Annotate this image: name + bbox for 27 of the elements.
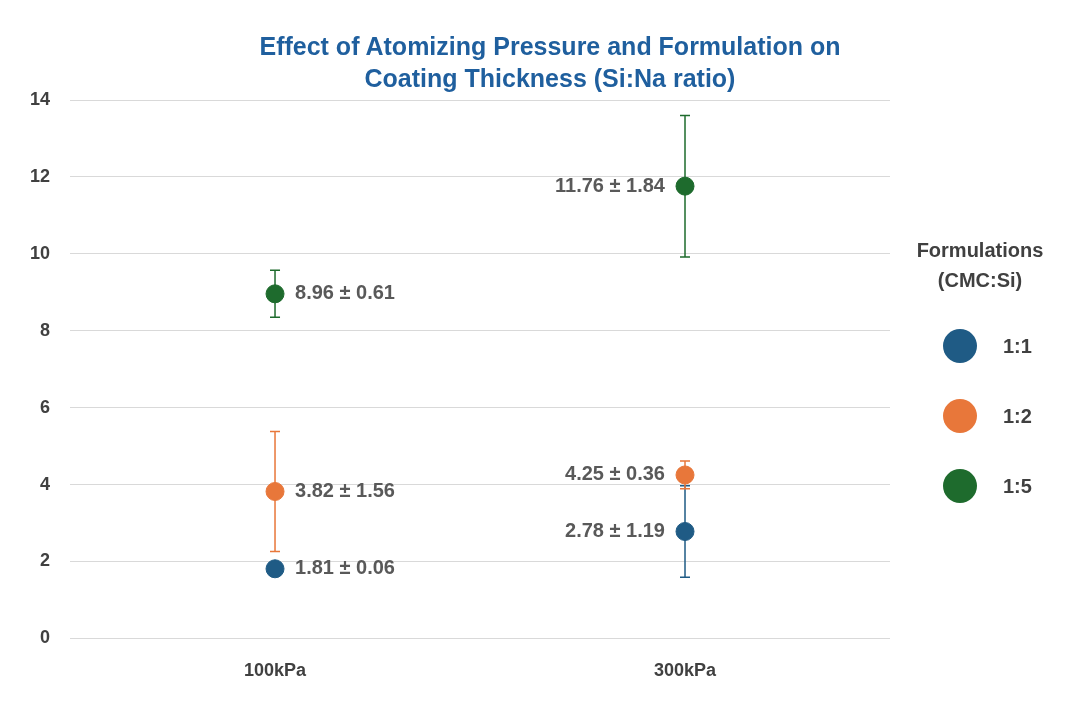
point: [265, 481, 285, 501]
chart-title: Effect of Atomizing Pressure and Formulation on Coating Thickness (Si:Na ratio): [258, 31, 842, 94]
legend-label: 1:1: [1003, 334, 1032, 358]
legend-label: 1:5: [1003, 474, 1032, 498]
legend-label: 1:2: [1003, 404, 1032, 428]
y-tick-label: 2: [40, 550, 51, 571]
data-label: 3.82 ± 1.56: [295, 479, 395, 502]
data-label: 11.76 ± 1.84: [555, 173, 666, 196]
point: [265, 559, 285, 579]
y-tick-label: 12: [29, 165, 51, 186]
point: [675, 465, 695, 485]
y-tick-label: 0: [40, 627, 51, 648]
y-tick-label: 14: [29, 88, 51, 109]
data-label: 4.25 ± 0.36: [565, 462, 666, 485]
data-label: 2.78 ± 1.19: [565, 519, 666, 541]
x-tick-label: 100kPa: [243, 660, 308, 681]
legend-title: Formulations (CMC:Si): [915, 238, 1045, 293]
x-tick-label: 300kPa: [653, 660, 718, 681]
y-tick-label: 8: [40, 319, 51, 340]
point: [265, 284, 285, 304]
point: [675, 521, 695, 541]
y-tick-label: 10: [29, 242, 51, 263]
data-label: 1.81 ± 0.06: [295, 556, 395, 579]
y-tick-label: 6: [40, 396, 51, 417]
data-label: 8.96 ± 0.61: [295, 281, 395, 304]
y-tick-label: 4: [40, 473, 51, 494]
point: [675, 176, 695, 196]
